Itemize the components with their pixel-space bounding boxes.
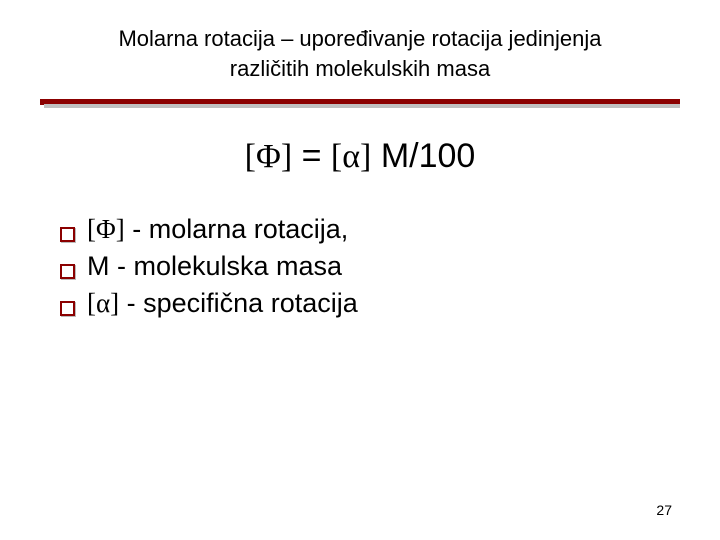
- title-underline-shadow: [44, 104, 680, 108]
- list-item-text: [α] - specifična rotacija: [87, 288, 358, 319]
- formula-rhs-symbol: [α]: [331, 138, 371, 175]
- list-item-text: M - molekulska masa: [87, 251, 342, 282]
- square-bullet-icon: [60, 301, 75, 316]
- slide: Molarna rotacija – upoređivanje rotacija…: [0, 0, 720, 540]
- formula-rhs-tail: M/100: [371, 137, 475, 175]
- definition-list: [Φ] - molarna rotacija, M - molekulska m…: [60, 214, 660, 319]
- page-number: 27: [656, 502, 672, 518]
- list-item: M - molekulska masa: [60, 251, 660, 282]
- list-item-text: [Φ] - molarna rotacija,: [87, 214, 348, 245]
- list-item-label: - specifična rotacija: [119, 288, 358, 318]
- list-item: [Φ] - molarna rotacija,: [60, 214, 660, 245]
- list-item-label: - molarna rotacija,: [125, 214, 349, 244]
- square-bullet-icon: [60, 264, 75, 279]
- list-item: [α] - specifična rotacija: [60, 288, 660, 319]
- title-line-1: Molarna rotacija – upoređivanje rotacija…: [118, 26, 601, 51]
- square-bullet-icon: [60, 227, 75, 242]
- formula-lhs: [Φ]: [245, 138, 293, 175]
- list-item-label: - molekulska masa: [110, 251, 343, 281]
- title-line-2: različitih molekulskih masa: [230, 56, 490, 81]
- formula-mid: =: [292, 137, 331, 175]
- list-item-symbol: [α]: [87, 288, 119, 318]
- list-item-symbol: [Φ]: [87, 214, 125, 244]
- slide-title: Molarna rotacija – upoređivanje rotacija…: [0, 0, 720, 93]
- list-item-symbol: M: [87, 251, 110, 281]
- formula: [Φ] = [α] M/100: [0, 137, 720, 176]
